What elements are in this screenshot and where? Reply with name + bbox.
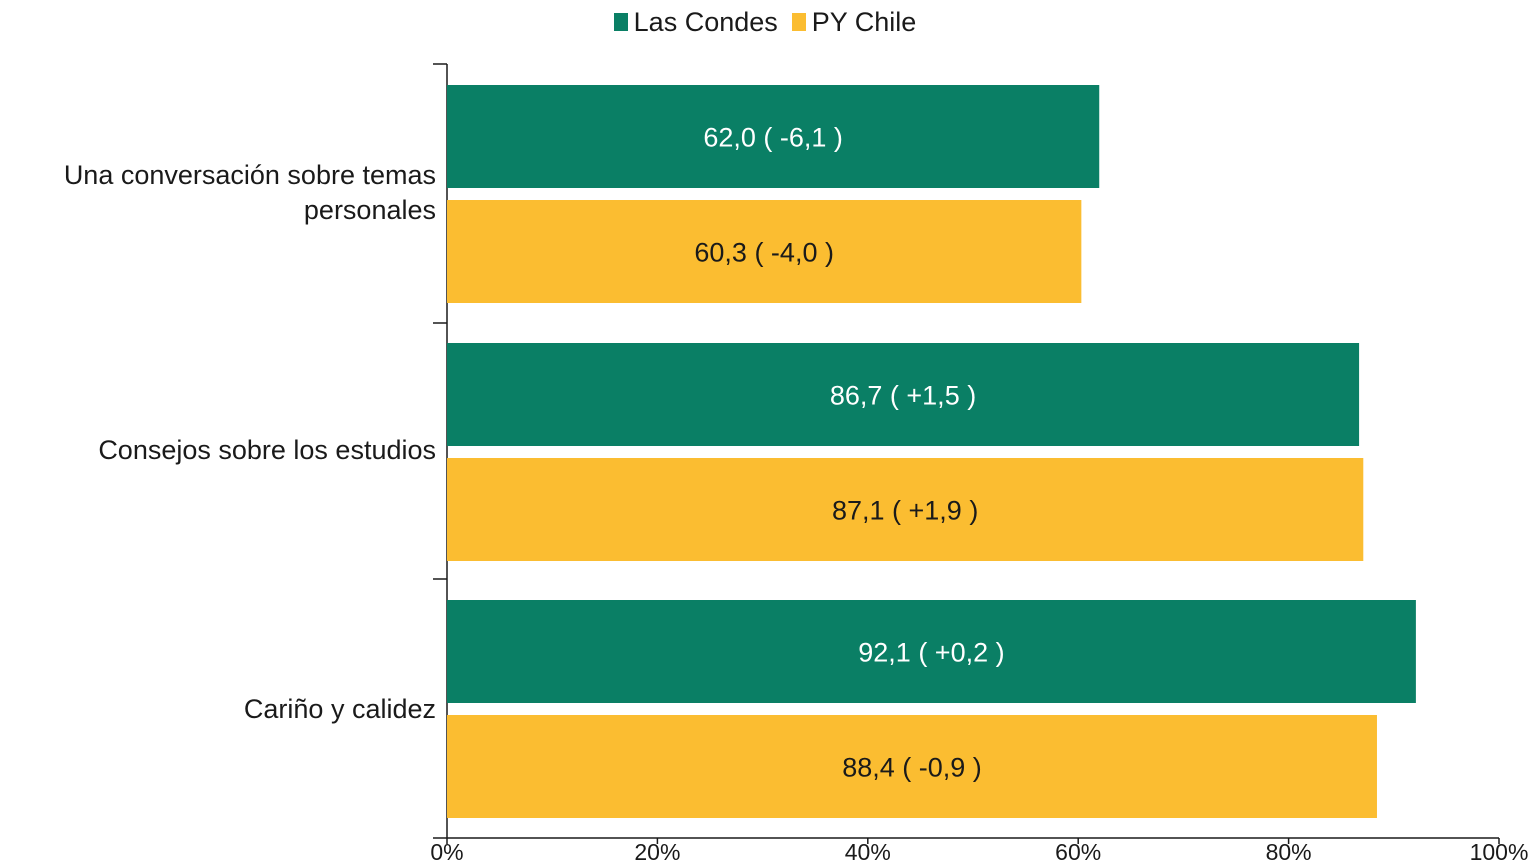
legend-swatch-las-condes bbox=[613, 13, 628, 31]
bar-label-1-2: 88,4 ( -0,9 ) bbox=[842, 753, 982, 783]
bar-0-1 bbox=[447, 343, 1360, 446]
x-tick-label-5: 100% bbox=[1470, 839, 1529, 862]
bar-label-1-0: 60,3 ( -4,0 ) bbox=[694, 238, 834, 268]
chart-legend: Las Condes PY Chile bbox=[0, 4, 1530, 40]
category-label-carino: Cariño y calidez bbox=[243, 694, 436, 724]
category-label-consejos: Consejos sobre los estudios bbox=[98, 435, 436, 465]
legend-swatch-py-chile bbox=[791, 13, 806, 31]
x-tick-label-1: 20% bbox=[634, 839, 680, 862]
bar-label-0-0: 62,0 ( -6,1 ) bbox=[703, 123, 843, 153]
x-tick-label-2: 40% bbox=[845, 839, 891, 862]
bar-0-0 bbox=[447, 85, 1100, 188]
legend-item-py-chile: PY Chile bbox=[791, 6, 917, 38]
bar-label-0-2: 92,1 ( +0,2 ) bbox=[858, 638, 1004, 668]
legend-label-las-condes: Las Condes bbox=[633, 6, 778, 37]
bar-1-2 bbox=[447, 715, 1377, 818]
bar-label-1-1: 87,1 ( +1,9 ) bbox=[832, 496, 978, 526]
bar-label-0-1: 86,7 ( +1,5 ) bbox=[830, 381, 976, 411]
legend-label-py-chile: PY Chile bbox=[811, 6, 917, 37]
bar-1-0 bbox=[447, 200, 1082, 303]
bar-1-1 bbox=[447, 458, 1364, 561]
x-tick-label-3: 60% bbox=[1055, 839, 1101, 862]
bar-0-2 bbox=[447, 600, 1416, 703]
x-tick-label-4: 80% bbox=[1266, 839, 1312, 862]
x-tick-label-0: 0% bbox=[430, 839, 463, 862]
legend-item-las-condes: Las Condes bbox=[613, 6, 778, 38]
category-label-conversacion: Una conversación sobre temas personales bbox=[63, 160, 436, 225]
